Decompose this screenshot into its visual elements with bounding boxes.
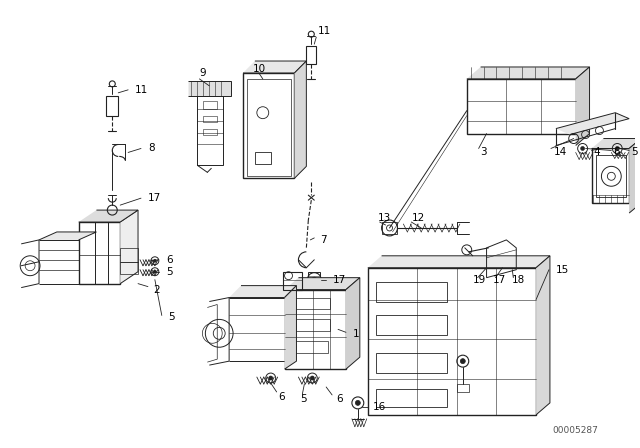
- Text: 6: 6: [278, 392, 285, 402]
- Polygon shape: [285, 286, 296, 369]
- Bar: [591, 148, 629, 203]
- Bar: [247, 79, 291, 177]
- Bar: [204, 116, 217, 122]
- Circle shape: [460, 359, 465, 364]
- Text: 11: 11: [135, 85, 148, 95]
- Text: 18: 18: [512, 275, 525, 284]
- Polygon shape: [629, 138, 640, 213]
- Text: 17: 17: [333, 275, 346, 284]
- Text: 4: 4: [593, 147, 600, 157]
- Polygon shape: [285, 278, 360, 289]
- Polygon shape: [575, 67, 589, 146]
- Bar: [307, 46, 316, 64]
- Bar: [381, 222, 397, 234]
- Bar: [376, 389, 447, 407]
- Bar: [457, 384, 468, 392]
- Polygon shape: [368, 256, 550, 268]
- Polygon shape: [120, 210, 138, 284]
- Bar: [197, 96, 223, 165]
- Bar: [285, 289, 346, 369]
- Polygon shape: [243, 61, 307, 73]
- Bar: [291, 319, 330, 332]
- Text: 12: 12: [412, 213, 426, 223]
- Circle shape: [154, 270, 156, 273]
- Text: 10: 10: [253, 64, 266, 74]
- Bar: [368, 268, 536, 415]
- Text: 7: 7: [320, 235, 327, 245]
- Polygon shape: [79, 210, 138, 222]
- Text: 2: 2: [153, 284, 159, 295]
- Text: 1: 1: [353, 329, 360, 339]
- Bar: [120, 262, 138, 274]
- Circle shape: [312, 277, 317, 282]
- Bar: [376, 353, 447, 373]
- Bar: [376, 282, 447, 302]
- Bar: [120, 248, 138, 262]
- Circle shape: [615, 146, 620, 151]
- Bar: [283, 271, 302, 289]
- Circle shape: [580, 146, 584, 151]
- Text: 16: 16: [372, 402, 386, 412]
- Text: 19: 19: [473, 275, 486, 284]
- Bar: [596, 155, 626, 197]
- Polygon shape: [188, 81, 231, 96]
- Text: 11: 11: [318, 26, 332, 36]
- Bar: [243, 73, 294, 178]
- Polygon shape: [39, 232, 97, 240]
- Circle shape: [310, 376, 314, 380]
- Bar: [204, 101, 217, 109]
- Text: 5: 5: [166, 267, 172, 277]
- Text: 17: 17: [148, 193, 161, 203]
- Polygon shape: [467, 67, 589, 79]
- Text: 00005287: 00005287: [552, 426, 598, 435]
- Polygon shape: [294, 61, 307, 178]
- Text: 9: 9: [200, 68, 206, 78]
- Text: 14: 14: [554, 147, 567, 157]
- Text: 17: 17: [493, 275, 506, 284]
- Polygon shape: [556, 113, 629, 134]
- Text: 8: 8: [148, 143, 154, 154]
- Text: 5: 5: [631, 147, 637, 157]
- Bar: [291, 341, 328, 353]
- Text: 3: 3: [481, 147, 487, 157]
- Polygon shape: [536, 256, 550, 415]
- Polygon shape: [346, 278, 360, 369]
- Text: 6: 6: [613, 147, 620, 157]
- Text: 6: 6: [336, 394, 342, 404]
- Circle shape: [355, 401, 360, 405]
- Bar: [106, 96, 118, 116]
- Bar: [376, 315, 447, 335]
- Text: 13: 13: [378, 213, 391, 223]
- Bar: [204, 129, 217, 134]
- Polygon shape: [591, 138, 640, 148]
- Bar: [467, 79, 575, 134]
- Bar: [291, 297, 330, 310]
- Bar: [255, 152, 271, 164]
- Circle shape: [154, 259, 156, 262]
- Polygon shape: [229, 286, 296, 297]
- Bar: [308, 271, 320, 280]
- Text: 5: 5: [168, 312, 174, 323]
- Text: 15: 15: [556, 265, 569, 275]
- Bar: [79, 222, 120, 284]
- Text: 5: 5: [300, 394, 307, 404]
- Text: 6: 6: [166, 255, 172, 265]
- Circle shape: [269, 376, 273, 380]
